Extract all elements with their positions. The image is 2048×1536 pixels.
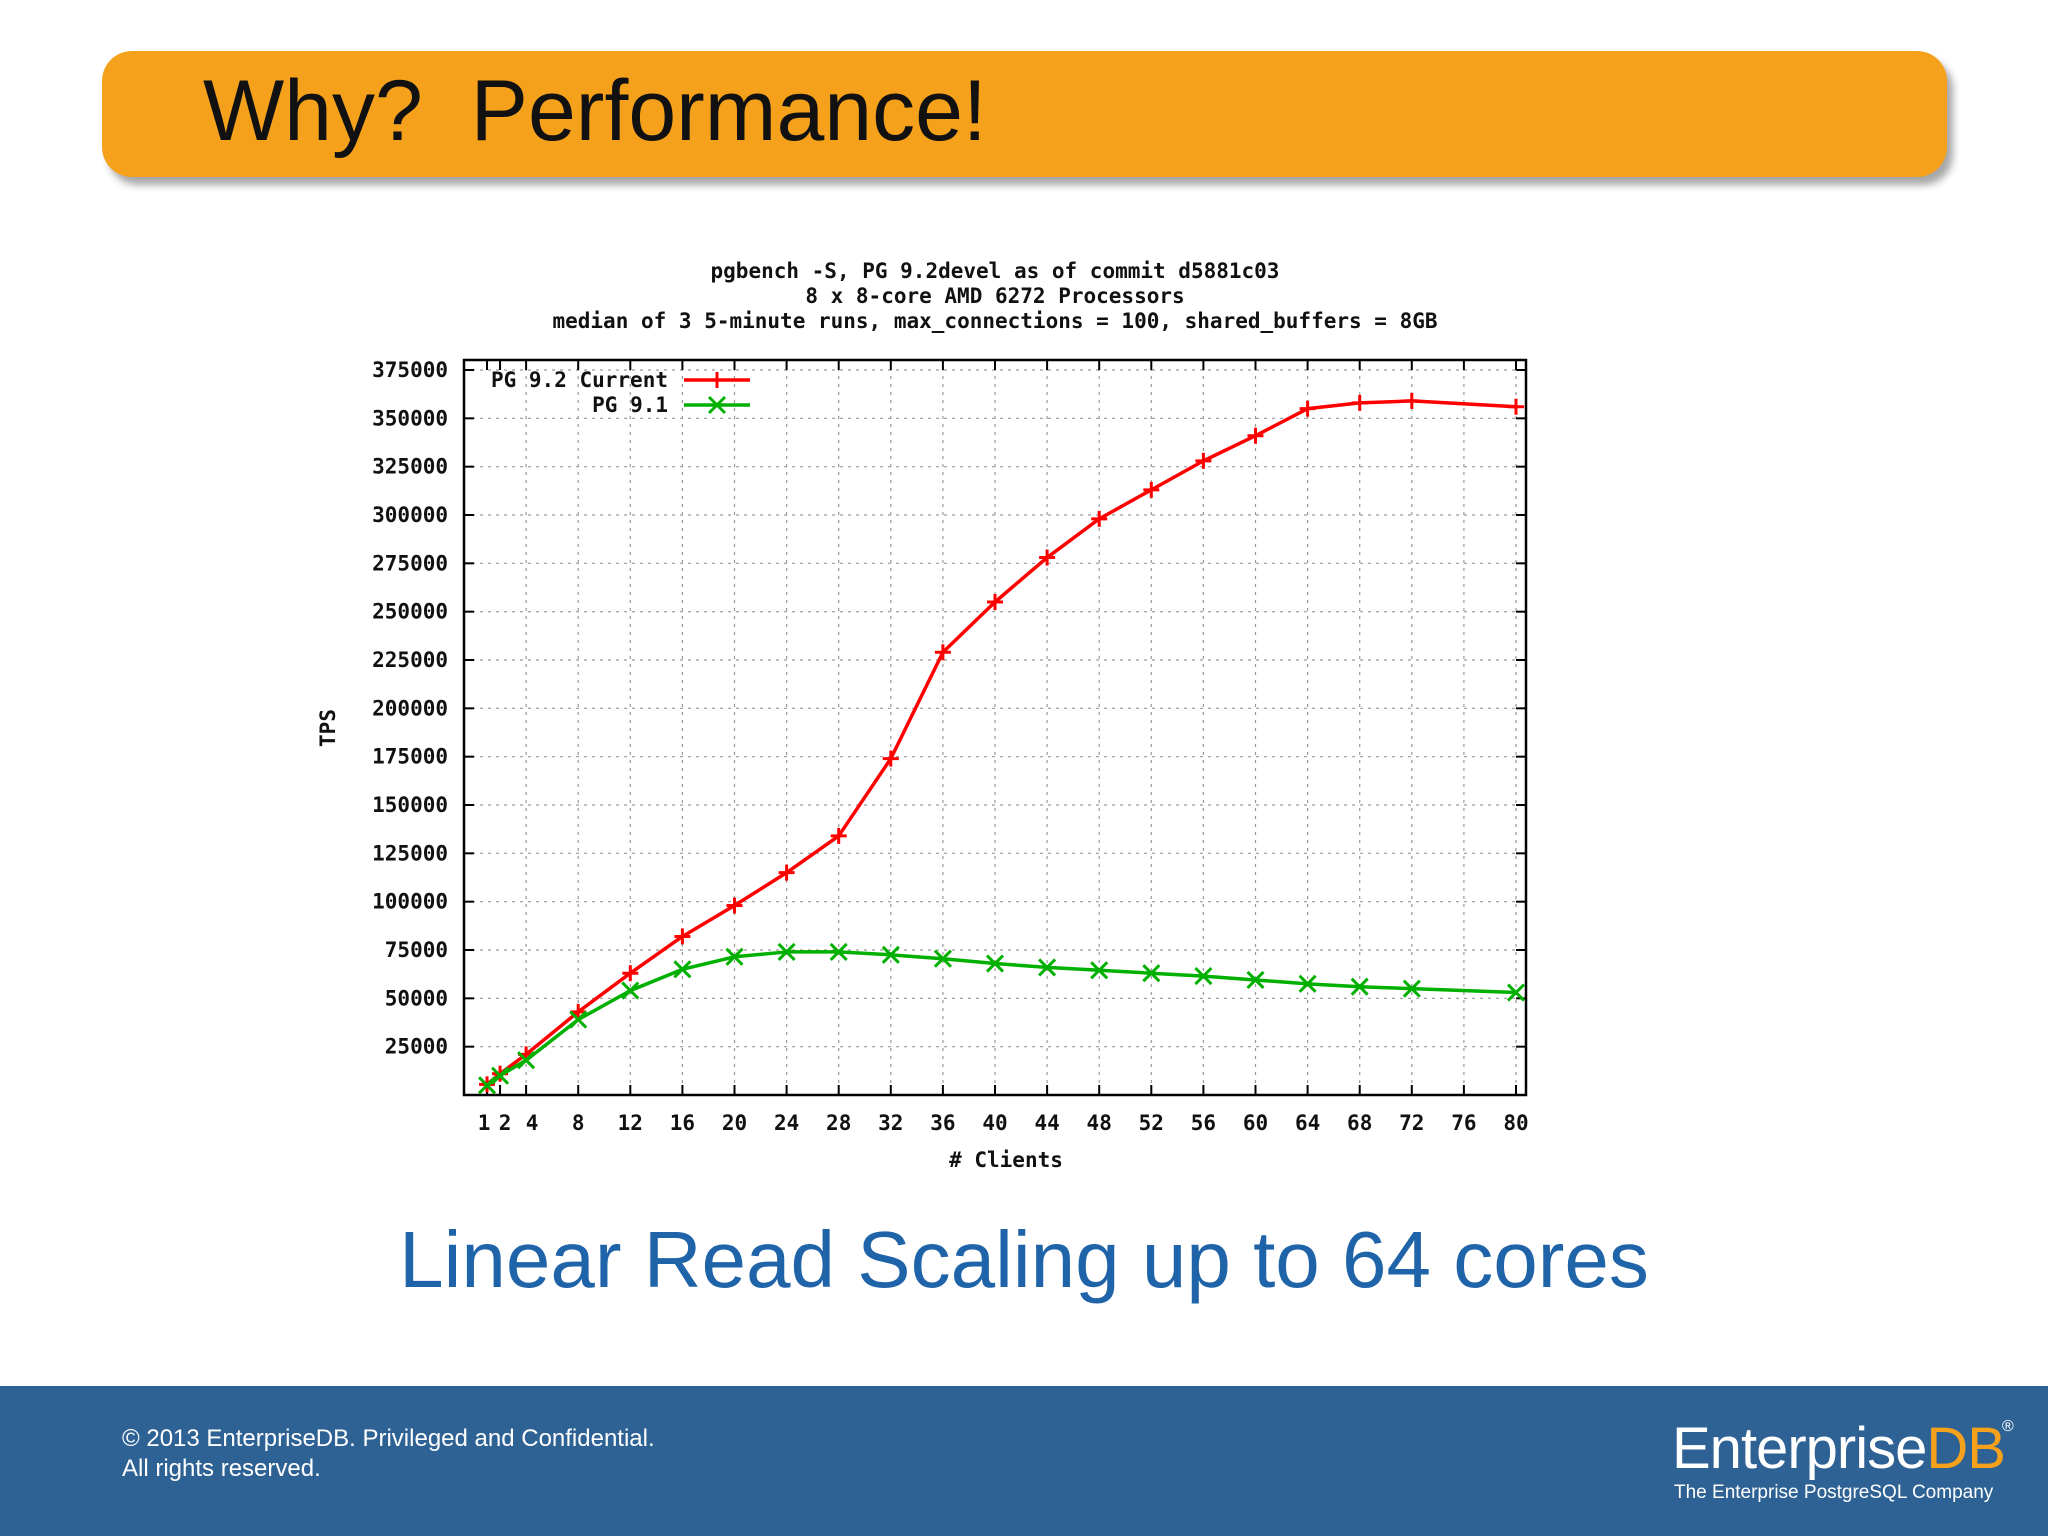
data-point-series-2 (569, 1010, 588, 1029)
x-tick-label: 16 (670, 1111, 695, 1135)
x-tick-label: 12 (618, 1111, 643, 1135)
y-axis-label: TPS (316, 709, 340, 747)
copyright-line-1: © 2013 EnterpriseDB. Privileged and Conf… (122, 1425, 655, 1452)
x-tick-label: 24 (774, 1111, 799, 1135)
data-point-series-2 (933, 949, 952, 968)
data-point-series-2 (829, 942, 848, 961)
legend-marker-2 (707, 395, 727, 415)
data-point-series-2 (1506, 983, 1526, 1002)
x-tick-label: 56 (1191, 1111, 1216, 1135)
x-tick-label: 68 (1347, 1111, 1372, 1135)
data-point-series-2 (725, 947, 744, 966)
data-point-series-2 (673, 960, 692, 979)
y-tick-label: 250000 (372, 600, 448, 624)
tps-line-chart: pgbench -S, PG 9.2devel as of commit d58… (316, 259, 1529, 1172)
slide-subtitle: Linear Read Scaling up to 64 cores (399, 1215, 1649, 1304)
x-tick-label: 4 (526, 1111, 539, 1135)
logo-wordmark: EnterpriseDB (1672, 1416, 2006, 1481)
y-tick-label: 200000 (372, 696, 448, 720)
data-point-series-2 (1194, 967, 1213, 986)
y-tick-label: 225000 (372, 648, 448, 672)
data-point-series-2 (881, 945, 900, 964)
y-tick-label: 275000 (372, 551, 448, 575)
x-tick-label: 80 (1503, 1111, 1528, 1135)
logo-accent-text: DB (1926, 1416, 2006, 1481)
y-tick-label: 75000 (385, 938, 448, 962)
y-tick-label: 325000 (372, 455, 448, 479)
slide-title: Why? Performance! (203, 63, 987, 159)
logo-tagline: The Enterprise PostgreSQL Company (1674, 1482, 1994, 1503)
logo-registered-mark: ® (2002, 1418, 2014, 1435)
data-point-series-2 (477, 1076, 497, 1095)
y-tick-label: 50000 (385, 986, 448, 1010)
x-tick-label: 72 (1399, 1111, 1424, 1135)
y-tick-label: 125000 (372, 841, 448, 865)
x-tick-label: 76 (1451, 1111, 1476, 1135)
data-point-series-2 (1038, 958, 1057, 977)
x-tick-label: 36 (930, 1111, 955, 1135)
x-tick-label: 2 (499, 1111, 512, 1135)
data-point-series-2 (1298, 974, 1317, 993)
footer-bar: © 2013 EnterpriseDB. Privileged and Conf… (0, 1386, 2048, 1536)
x-tick-label: 64 (1295, 1111, 1320, 1135)
x-tick-label: 1 (478, 1111, 491, 1135)
data-point-series-2 (1402, 979, 1421, 998)
data-point-series-2 (517, 1051, 536, 1070)
legend-label-2: PG 9.1 (592, 393, 668, 417)
data-point-series-2 (1350, 977, 1369, 996)
logo-main-text: Enterprise (1672, 1416, 1927, 1481)
x-tick-label: 28 (826, 1111, 851, 1135)
x-tick-label: 32 (878, 1111, 903, 1135)
y-tick-label: 350000 (372, 406, 448, 430)
data-point-series-2 (985, 954, 1005, 973)
copyright-notice: © 2013 EnterpriseDB. Privileged and Conf… (122, 1424, 655, 1484)
data-point-series-2 (1090, 961, 1109, 980)
x-tick-label: 44 (1034, 1111, 1059, 1135)
chart-title-line-2: 8 x 8-core AMD 6272 Processors (805, 284, 1184, 308)
y-tick-label: 375000 (372, 358, 448, 382)
data-point-series-2 (1142, 964, 1161, 983)
data-point-series-2 (1246, 970, 1265, 990)
y-tick-label: 300000 (372, 503, 448, 527)
y-tick-label: 100000 (372, 890, 448, 914)
x-tick-label: 60 (1243, 1111, 1268, 1135)
y-tick-label: 175000 (372, 745, 448, 769)
legend-label-1: PG 9.2 Current (491, 368, 668, 392)
copyright-line-2: All rights reserved. (122, 1455, 321, 1482)
y-tick-label: 150000 (372, 793, 448, 817)
x-tick-label: 40 (982, 1111, 1007, 1135)
chart-title-line-1: pgbench -S, PG 9.2devel as of commit d58… (711, 259, 1280, 283)
y-tick-label: 25000 (385, 1035, 448, 1059)
enterprisedb-logo: EnterpriseDB ® The Enterprise PostgreSQL… (1672, 1418, 2022, 1508)
data-point-series-2 (777, 942, 796, 961)
data-point-series-2 (490, 1066, 510, 1085)
x-tick-label: 48 (1087, 1111, 1112, 1135)
data-point-series-2 (621, 981, 640, 1000)
x-tick-label: 52 (1139, 1111, 1164, 1135)
x-axis-label: # Clients (949, 1148, 1063, 1172)
x-tick-label: 20 (722, 1111, 747, 1135)
x-tick-label: 8 (572, 1111, 585, 1135)
title-bar: Why? Performance! (102, 51, 1947, 177)
chart-title-line-3: median of 3 5-minute runs, max_connectio… (552, 309, 1437, 333)
series-line-1 (485, 399, 1517, 1086)
